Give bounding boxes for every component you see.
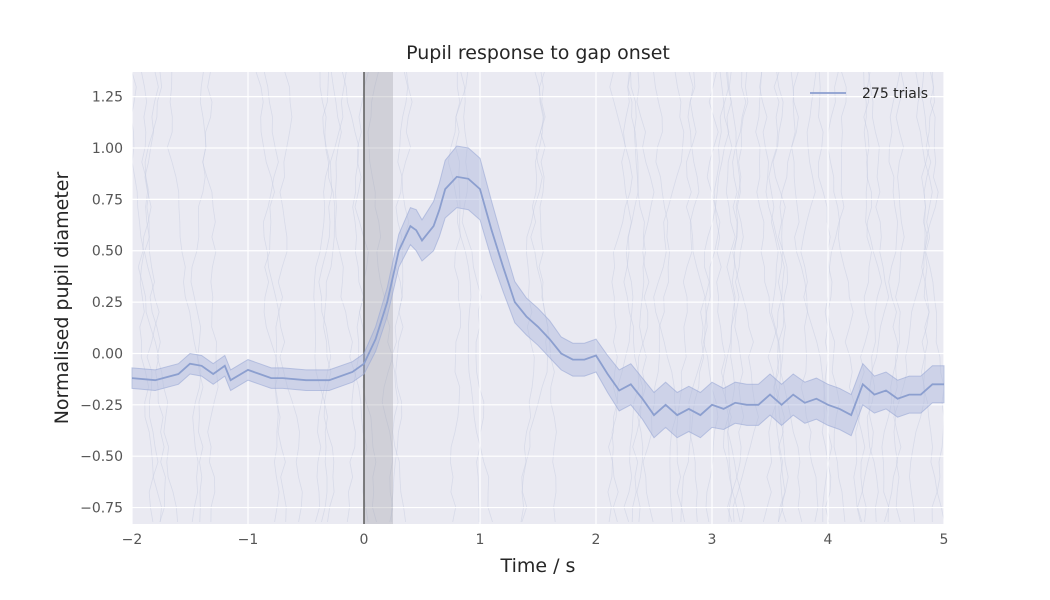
individual-trial-traces — [132, 72, 944, 523]
y-tick-label: −0.50 — [80, 449, 123, 465]
confidence-band — [131, 145, 945, 439]
trial-trace — [818, 72, 846, 523]
trial-trace — [755, 72, 784, 523]
trial-trace — [702, 72, 730, 523]
trial-trace — [768, 72, 803, 523]
y-tick-label: 0.25 — [92, 295, 123, 311]
legend-label: 275 trials — [862, 86, 928, 102]
trial-trace — [132, 72, 162, 523]
grid — [131, 72, 945, 524]
plot-background — [132, 72, 944, 524]
trial-trace — [255, 72, 287, 523]
legend: 275 trials — [810, 86, 928, 102]
y-axis-label: Normalised pupil diameter — [51, 172, 73, 425]
trial-trace — [887, 72, 905, 523]
trial-trace — [881, 72, 901, 523]
trial-trace — [857, 72, 883, 523]
trial-trace — [166, 72, 204, 523]
trial-trace — [681, 72, 706, 523]
trial-trace — [623, 72, 655, 523]
trial-trace — [728, 72, 745, 523]
trial-trace — [137, 72, 166, 523]
trial-trace — [688, 72, 721, 523]
trial-trace — [853, 72, 873, 523]
trial-trace — [607, 72, 639, 523]
y-tick-label: 1.00 — [92, 141, 123, 157]
y-tick-label: 0.00 — [92, 346, 123, 362]
trial-trace — [916, 72, 944, 523]
x-tick-label: 0 — [360, 532, 369, 548]
trial-trace — [190, 72, 213, 523]
trial-trace — [762, 72, 799, 523]
trial-trace — [346, 72, 369, 523]
y-tick-label: 0.75 — [92, 192, 123, 208]
trial-trace — [653, 72, 685, 523]
x-tick-label: 3 — [708, 532, 717, 548]
trial-trace — [732, 72, 759, 523]
trial-trace — [521, 72, 546, 523]
x-tick-labels: −2 −1 0 1 2 3 4 5 — [122, 532, 949, 548]
trial-trace — [520, 72, 549, 523]
chart-title: Pupil response to gap onset — [406, 42, 670, 64]
trial-trace — [199, 72, 219, 523]
trial-trace — [141, 72, 178, 523]
trial-trace — [262, 72, 280, 523]
trial-trace — [319, 72, 336, 523]
trial-trace — [722, 72, 741, 523]
trial-trace — [759, 72, 789, 523]
trial-trace — [534, 72, 557, 523]
trial-trace — [313, 72, 335, 523]
x-tick-label: 4 — [824, 532, 833, 548]
trial-trace — [621, 72, 644, 523]
trial-trace — [713, 72, 745, 523]
x-axis-label: Time / s — [500, 555, 576, 577]
trial-trace — [391, 72, 413, 523]
y-tick-labels: −0.75 −0.50 −0.25 0.00 0.25 0.50 0.75 1.00 1.25 — [80, 90, 123, 517]
y-tick-label: −0.25 — [80, 398, 123, 414]
trial-trace — [921, 72, 938, 523]
trial-trace — [330, 72, 369, 523]
y-tick-label: 0.50 — [92, 244, 123, 260]
x-tick-label: −1 — [238, 532, 259, 548]
x-tick-label: 5 — [940, 532, 949, 548]
trial-trace — [893, 72, 930, 523]
series-line-275-trials — [131, 175, 944, 417]
trial-trace — [277, 72, 303, 523]
trial-trace — [800, 72, 833, 523]
trial-trace — [866, 72, 890, 523]
trial-trace — [144, 72, 160, 523]
trial-trace — [676, 72, 700, 523]
x-tick-label: −2 — [122, 532, 143, 548]
x-tick-label: 1 — [476, 532, 485, 548]
x-tick-label: 2 — [592, 532, 601, 548]
trial-trace — [642, 72, 670, 523]
y-tick-label: 1.25 — [92, 90, 123, 106]
trial-trace — [315, 72, 347, 523]
trial-trace — [721, 72, 747, 523]
y-tick-label: −0.75 — [80, 501, 123, 517]
trial-trace — [627, 72, 647, 523]
trial-trace — [909, 72, 939, 523]
